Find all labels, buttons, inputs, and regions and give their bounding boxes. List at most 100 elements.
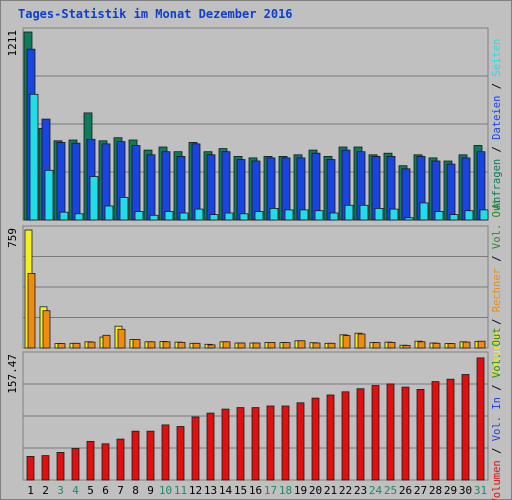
bottom-bar-volumen-day-18 <box>281 405 290 481</box>
bottom-bar-volumen-day-17 <box>266 405 275 481</box>
top-chart-panel: 1211 Anfragen / Dateien / Seiten <box>6 27 503 221</box>
top-bar-seiten-day-22 <box>344 204 354 221</box>
middle-bar-rechner-day-3 <box>57 343 66 349</box>
top-bar-seiten-day-8 <box>134 211 144 221</box>
middle-bar-rechner-day-28 <box>432 342 441 349</box>
top-bar-seiten-day-12 <box>194 208 204 221</box>
x-tick-label-day-5: 5 <box>87 484 94 497</box>
top-bar-seiten-day-30 <box>464 210 474 221</box>
top-legend-part: Dateien <box>491 96 503 140</box>
top-series-legend: Anfragen / Dateien / Seiten <box>491 39 503 210</box>
x-tick-label-day-29: 29 <box>444 484 457 497</box>
top-bar-seiten-day-20 <box>314 210 324 221</box>
bottom-bar-volumen-day-14 <box>221 408 230 481</box>
middle-legend-part: / <box>491 312 503 331</box>
middle-bar-rechner-day-15 <box>237 342 246 349</box>
x-tick-label-day-24: 24 <box>369 484 383 497</box>
bottom-bar-volumen-day-23 <box>356 388 365 481</box>
x-tick-label-day-31: 31 <box>474 484 487 497</box>
bottom-bar-volumen-day-27 <box>416 388 425 481</box>
bottom-bar-volumen-day-11 <box>176 426 185 481</box>
top-bar-seiten-day-23 <box>359 204 369 221</box>
x-tick-label-day-2: 2 <box>42 484 49 497</box>
x-tick-label-day-14: 14 <box>219 484 233 497</box>
top-bar-dateien-day-29 <box>446 163 456 221</box>
bottom-bar-volumen-day-4 <box>71 448 80 481</box>
middle-bar-rechner-day-1 <box>27 272 36 349</box>
bottom-legend-part: / <box>491 378 503 397</box>
middle-bar-rechner-day-29 <box>447 343 456 349</box>
middle-bar-rechner-day-4 <box>72 342 81 349</box>
middle-bar-rechner-day-6 <box>102 334 111 349</box>
top-bar-seiten-day-7 <box>119 197 129 221</box>
top-bar-dateien-day-9 <box>146 154 156 221</box>
middle-bar-rechner-day-27 <box>417 341 426 349</box>
bottom-bar-volumen-day-2 <box>41 455 50 481</box>
top-bar-seiten-day-29 <box>449 214 459 221</box>
top-bar-seiten-day-11 <box>179 212 189 221</box>
bottom-chart-panel: 157.47 Volumen / Vol. In / Vol. Out <box>6 327 503 500</box>
top-bar-seiten-day-4 <box>74 213 84 221</box>
bottom-bar-volumen-day-12 <box>191 416 200 481</box>
top-legend-part: / <box>491 140 503 159</box>
middle-legend-part: Rechner <box>491 268 503 312</box>
bottom-bar-volumen-day-5 <box>86 440 95 481</box>
bottom-bar-volumen-day-13 <box>206 412 215 481</box>
top-bar-dateien-day-15 <box>236 159 246 221</box>
top-bar-seiten-day-18 <box>284 209 294 221</box>
top-bar-seiten-day-27 <box>419 202 429 221</box>
middle-bar-rechner-day-13 <box>207 344 216 349</box>
middle-bar-rechner-day-25 <box>387 341 396 349</box>
top-bar-dateien-day-14 <box>221 151 231 221</box>
x-tick-label-day-18: 18 <box>279 484 292 497</box>
bottom-bar-volumen-day-10 <box>161 424 170 481</box>
bottom-series-legend: Volumen / Vol. In / Vol. Out <box>491 327 503 500</box>
top-bar-dateien-day-4 <box>71 142 81 221</box>
middle-bar-rechner-day-11 <box>177 341 186 349</box>
bottom-bar-volumen-day-28 <box>431 381 440 481</box>
top-bar-seiten-day-14 <box>224 212 234 221</box>
middle-bar-rechner-day-16 <box>252 342 261 349</box>
bottom-max-label: 157.47 <box>6 354 19 394</box>
top-bar-seiten-day-25 <box>389 208 399 221</box>
x-tick-label-day-22: 22 <box>339 484 352 497</box>
middle-legend-part: Vol. Out <box>491 198 503 249</box>
bottom-bar-volumen-day-15 <box>236 407 245 481</box>
top-bar-dateien-day-10 <box>161 151 171 221</box>
x-tick-label-day-1: 1 <box>27 484 34 497</box>
bottom-bar-volumen-day-1 <box>26 455 35 481</box>
x-tick-label-day-26: 26 <box>399 484 412 497</box>
x-tick-label-day-23: 23 <box>354 484 367 497</box>
top-bar-dateien-day-11 <box>176 155 186 221</box>
middle-bar-rechner-day-22 <box>342 335 351 349</box>
x-tick-label-day-11: 11 <box>174 484 187 497</box>
middle-bar-rechner-day-18 <box>282 342 291 349</box>
x-tick-label-day-8: 8 <box>132 484 139 497</box>
bottom-bar-volumen-day-24 <box>371 385 380 481</box>
middle-legend-part: / <box>491 249 503 268</box>
top-bar-seiten-day-21 <box>329 212 339 221</box>
x-tick-label-day-15: 15 <box>234 484 247 497</box>
top-legend-part: Seiten <box>491 39 503 77</box>
middle-bar-rechner-day-24 <box>372 342 381 349</box>
bottom-bar-volumen-day-19 <box>296 402 305 481</box>
x-tick-label-day-27: 27 <box>414 484 427 497</box>
bottom-bar-volumen-day-20 <box>311 397 320 481</box>
x-tick-label-day-28: 28 <box>429 484 442 497</box>
middle-bar-rechner-day-12 <box>192 342 201 349</box>
top-bar-seiten-day-5 <box>89 176 99 221</box>
top-bar-dateien-day-20 <box>311 152 321 221</box>
top-bar-dateien-day-3 <box>56 141 66 221</box>
bottom-bar-volumen-day-6 <box>101 443 110 481</box>
bottom-legend-part: / <box>491 441 503 460</box>
x-tick-label-day-7: 7 <box>117 484 124 497</box>
middle-bar-rechner-day-26 <box>402 345 411 349</box>
middle-series-legend: Besuche / Rechner / Vol. Out <box>491 198 503 375</box>
top-bar-seiten-day-26 <box>404 217 414 221</box>
top-bar-seiten-day-31 <box>479 209 489 221</box>
bottom-legend-part: Vol. Out <box>491 327 503 378</box>
top-max-label: 1211 <box>6 30 19 57</box>
top-bar-seiten-day-24 <box>374 207 384 221</box>
middle-bar-rechner-day-2 <box>42 310 51 349</box>
top-bar-seiten-day-10 <box>164 211 174 221</box>
